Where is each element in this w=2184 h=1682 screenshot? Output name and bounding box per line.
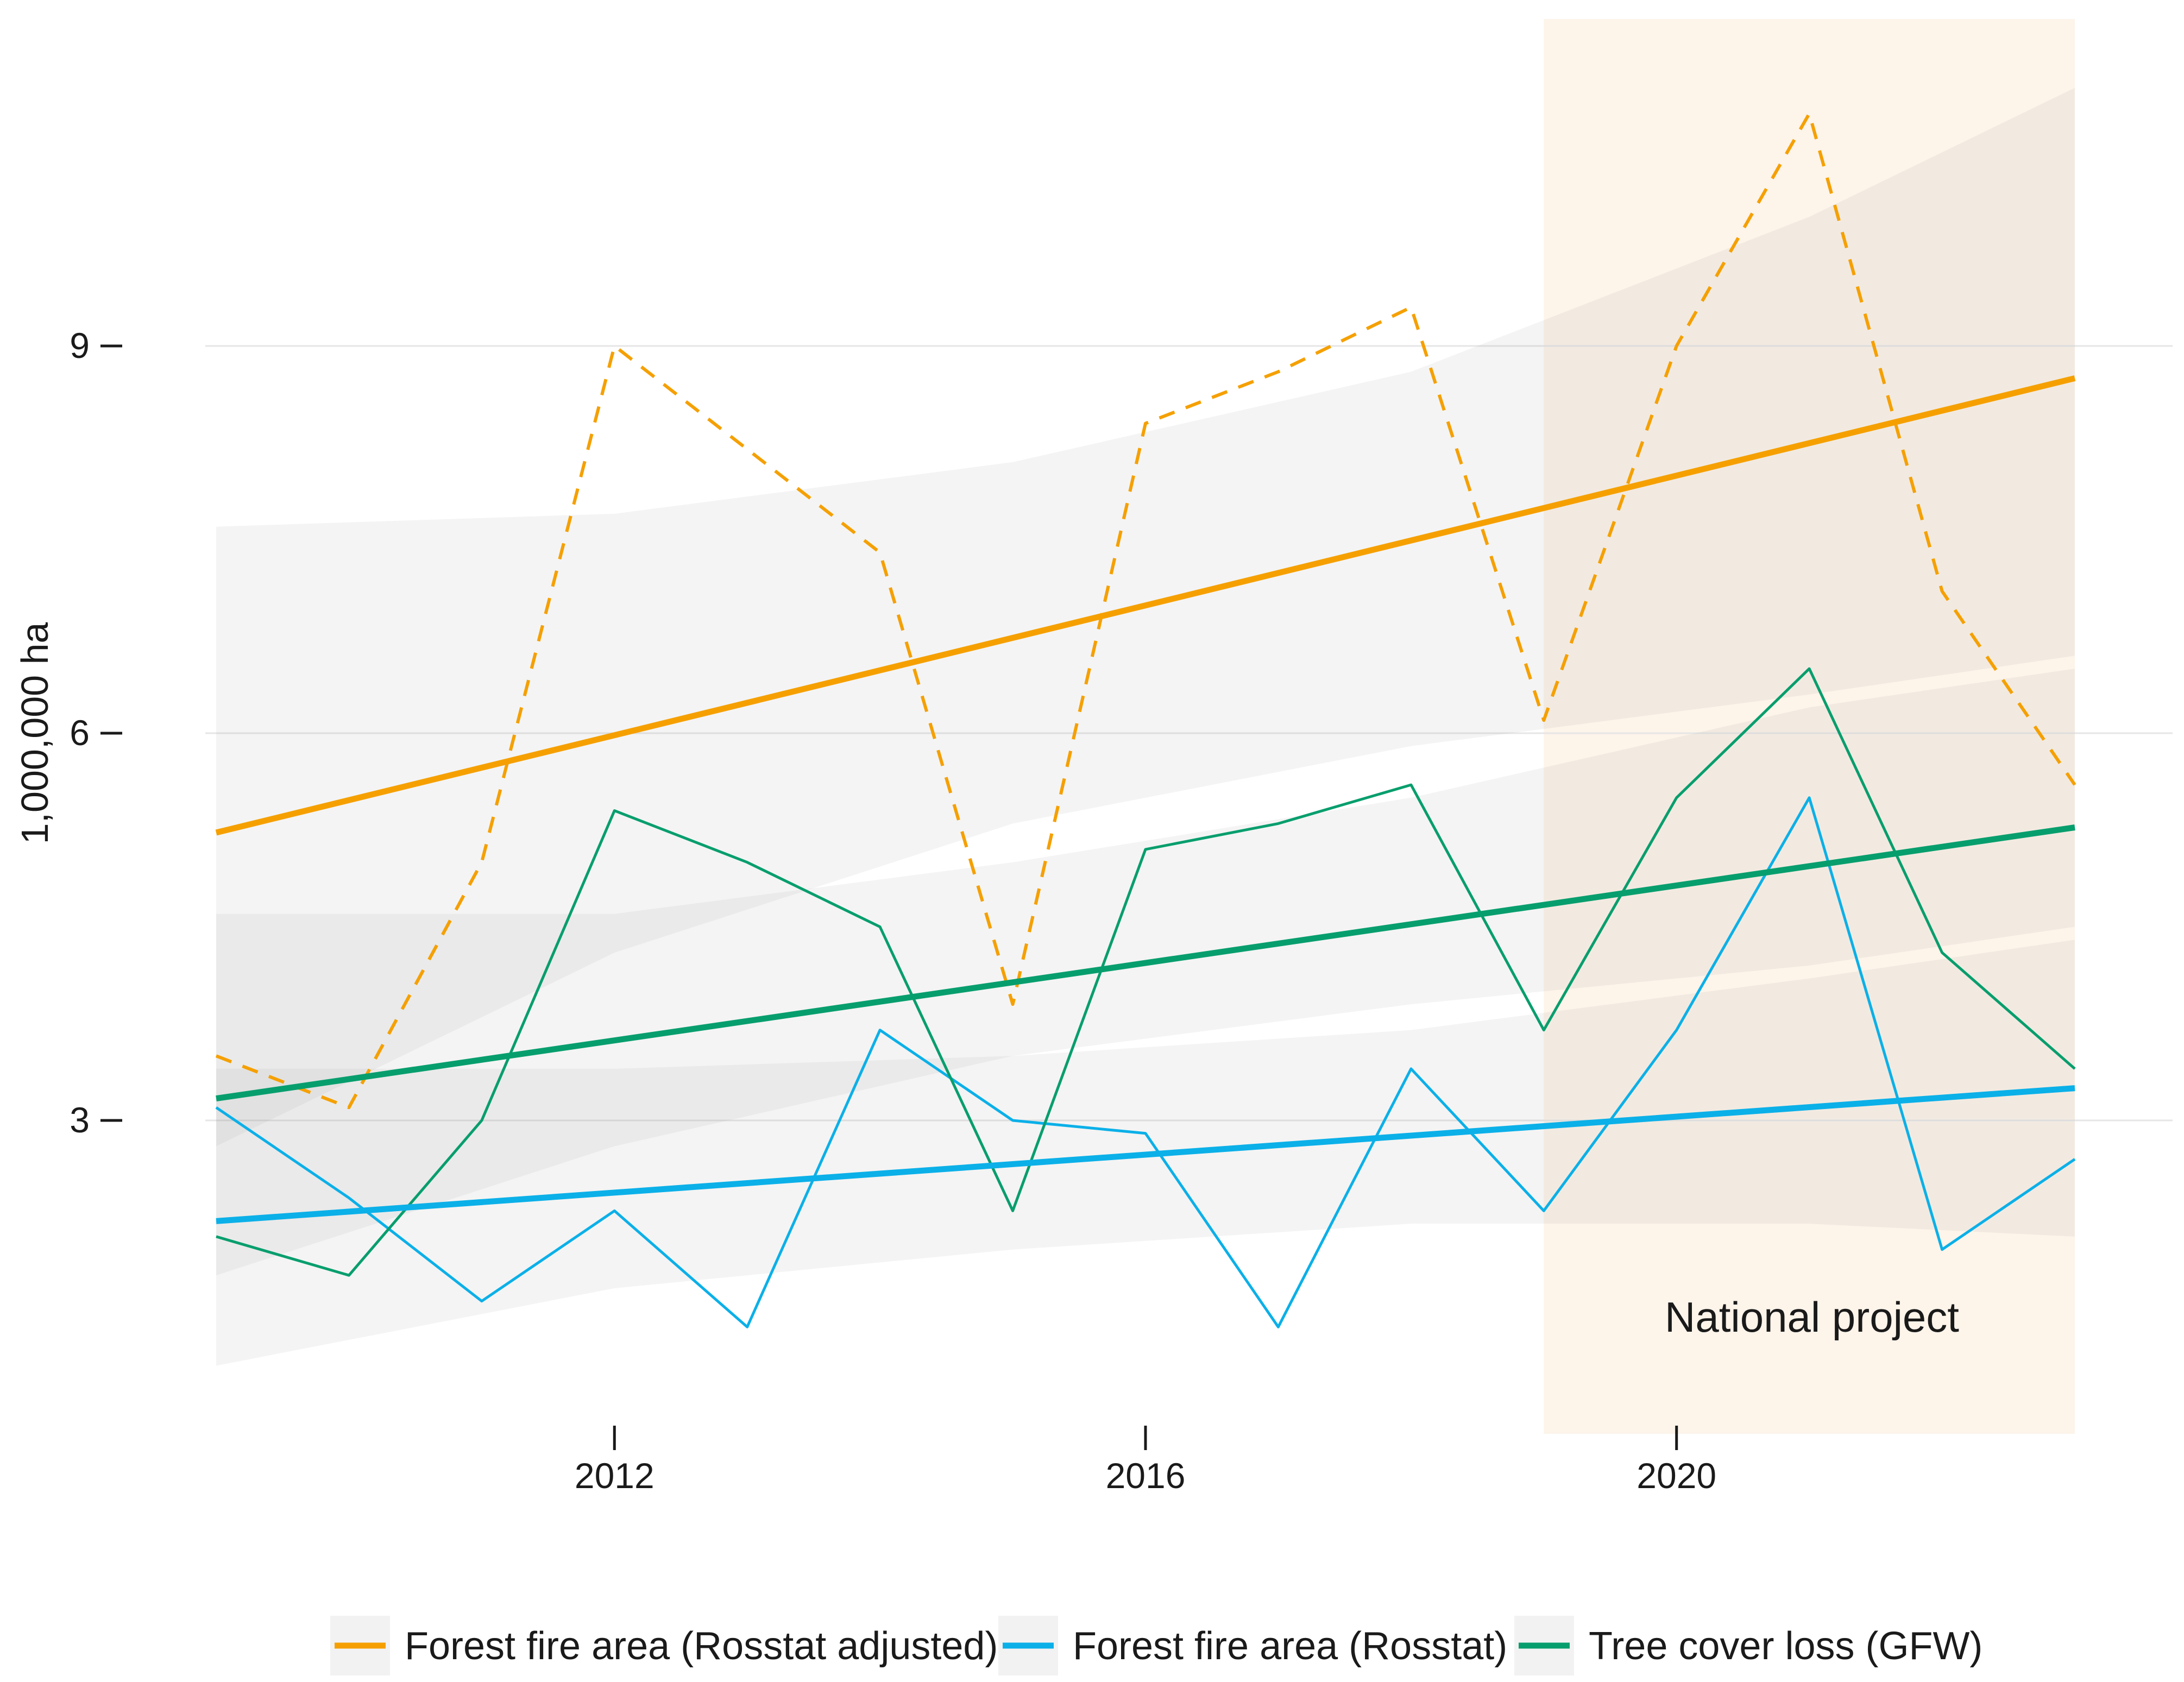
data-point-series-1-2013 [746,448,749,451]
data-point-series-3-2021 [1808,667,1811,670]
data-point-series-3-2023 [2073,1067,2076,1070]
ci-band-series-3 [216,669,2075,1276]
national-project-shade [1544,19,2075,1434]
legend-item-2: Forest fire area (Rosstat) [998,1616,1507,1675]
data-point-series-2-2018 [1409,1067,1413,1070]
national-project-label: National project [1665,1293,1959,1341]
data-point-series-1-2009 [215,1054,218,1057]
data-point-series-2-2017 [1276,1325,1280,1328]
series-line-3 [216,667,2076,1277]
x-tick-label-2012: 2012 [575,1456,654,1496]
trend-line-series-2 [216,1085,2075,1224]
confidence-bands-layer [216,87,2075,1366]
data-point-series-2-2011 [480,1300,483,1303]
legend-item-1: Forest fire area (Rosstat adjusted) [330,1616,998,1675]
data-point-series-2-2016 [1144,1132,1147,1135]
data-point-series-2-2013 [746,1325,749,1328]
data-point-series-1-2014 [878,551,882,554]
trend-line-series-3 [216,824,2075,1102]
data-point-series-3-2015 [1011,1209,1015,1212]
data-point-series-3-2014 [878,925,882,929]
data-point-series-2-2020 [1675,1029,1678,1032]
data-point-series-1-2012 [613,344,616,348]
data-point-series-3-2022 [1941,951,1944,954]
data-point-series-3-2011 [480,1119,483,1122]
data-point-series-1-2010 [347,1106,350,1109]
data-point-series-1-2022 [1941,590,1944,593]
data-point-series-3-2019 [1542,1029,1545,1032]
data-point-series-2-2015 [1011,1119,1015,1122]
data-point-series-1-2019 [1542,719,1545,722]
data-point-series-2-2009 [215,1106,218,1109]
data-point-series-1-2011 [480,861,483,864]
data-point-series-3-2009 [215,1235,218,1238]
trend-line-series-1 [215,375,2076,836]
data-point-series-2-2010 [347,1196,350,1200]
x-tick-label-2020: 2020 [1637,1456,1716,1496]
gridlines-layer [205,345,2173,1122]
legend-item-3: Tree cover loss (GFW) [1514,1616,1982,1675]
data-point-series-3-2016 [1144,848,1147,851]
y-axis-title: 1,000,000 ha [14,622,56,845]
data-point-series-3-2010 [347,1274,350,1277]
data-point-series-3-2013 [746,861,749,864]
national-project-shading-layer [1544,19,2075,1434]
y-tick-label-6: 6 [70,713,90,753]
y-tick-label-9: 9 [70,325,90,366]
data-point-series-2-2019 [1542,1209,1545,1212]
data-point-series-2-2023 [2073,1157,2076,1161]
data-point-series-1-2017 [1276,370,1280,374]
legend: Forest fire area (Rosstat adjusted) Fores… [330,1616,1982,1675]
data-point-series-3-2017 [1276,822,1280,825]
ci-band-series-1 [216,87,2075,1146]
data-point-series-2-2022 [1941,1248,1944,1251]
legend-label-2: Forest fire area (Rosstat) [1073,1624,1507,1668]
data-point-series-1-2020 [1675,344,1678,348]
data-point-series-2-2021 [1808,796,1811,799]
data-point-series-3-2020 [1675,796,1678,799]
trend-lines-layer [215,375,2076,1224]
data-point-series-2-2014 [878,1029,882,1032]
y-tick-label-3: 3 [70,1100,90,1140]
data-point-series-3-2012 [613,809,616,812]
data-point-series-1-2016 [1144,422,1147,425]
data-point-series-1-2021 [1808,112,1811,115]
legend-label-1: Forest fire area (Rosstat adjusted) [405,1624,998,1668]
data-point-series-2-2012 [613,1209,616,1212]
axes-layer: 3 6 9 2012 2016 2020 [70,325,1716,1496]
series-line-1 [215,112,2076,1110]
x-tick-label-2016: 2016 [1106,1456,1186,1496]
data-point-series-1-2018 [1409,306,1413,309]
data-point-series-3-2018 [1409,783,1413,786]
legend-label-3: Tree cover loss (GFW) [1589,1624,1982,1668]
data-point-series-1-2015 [1011,1003,1015,1006]
data-point-series-1-2023 [2073,783,2076,786]
